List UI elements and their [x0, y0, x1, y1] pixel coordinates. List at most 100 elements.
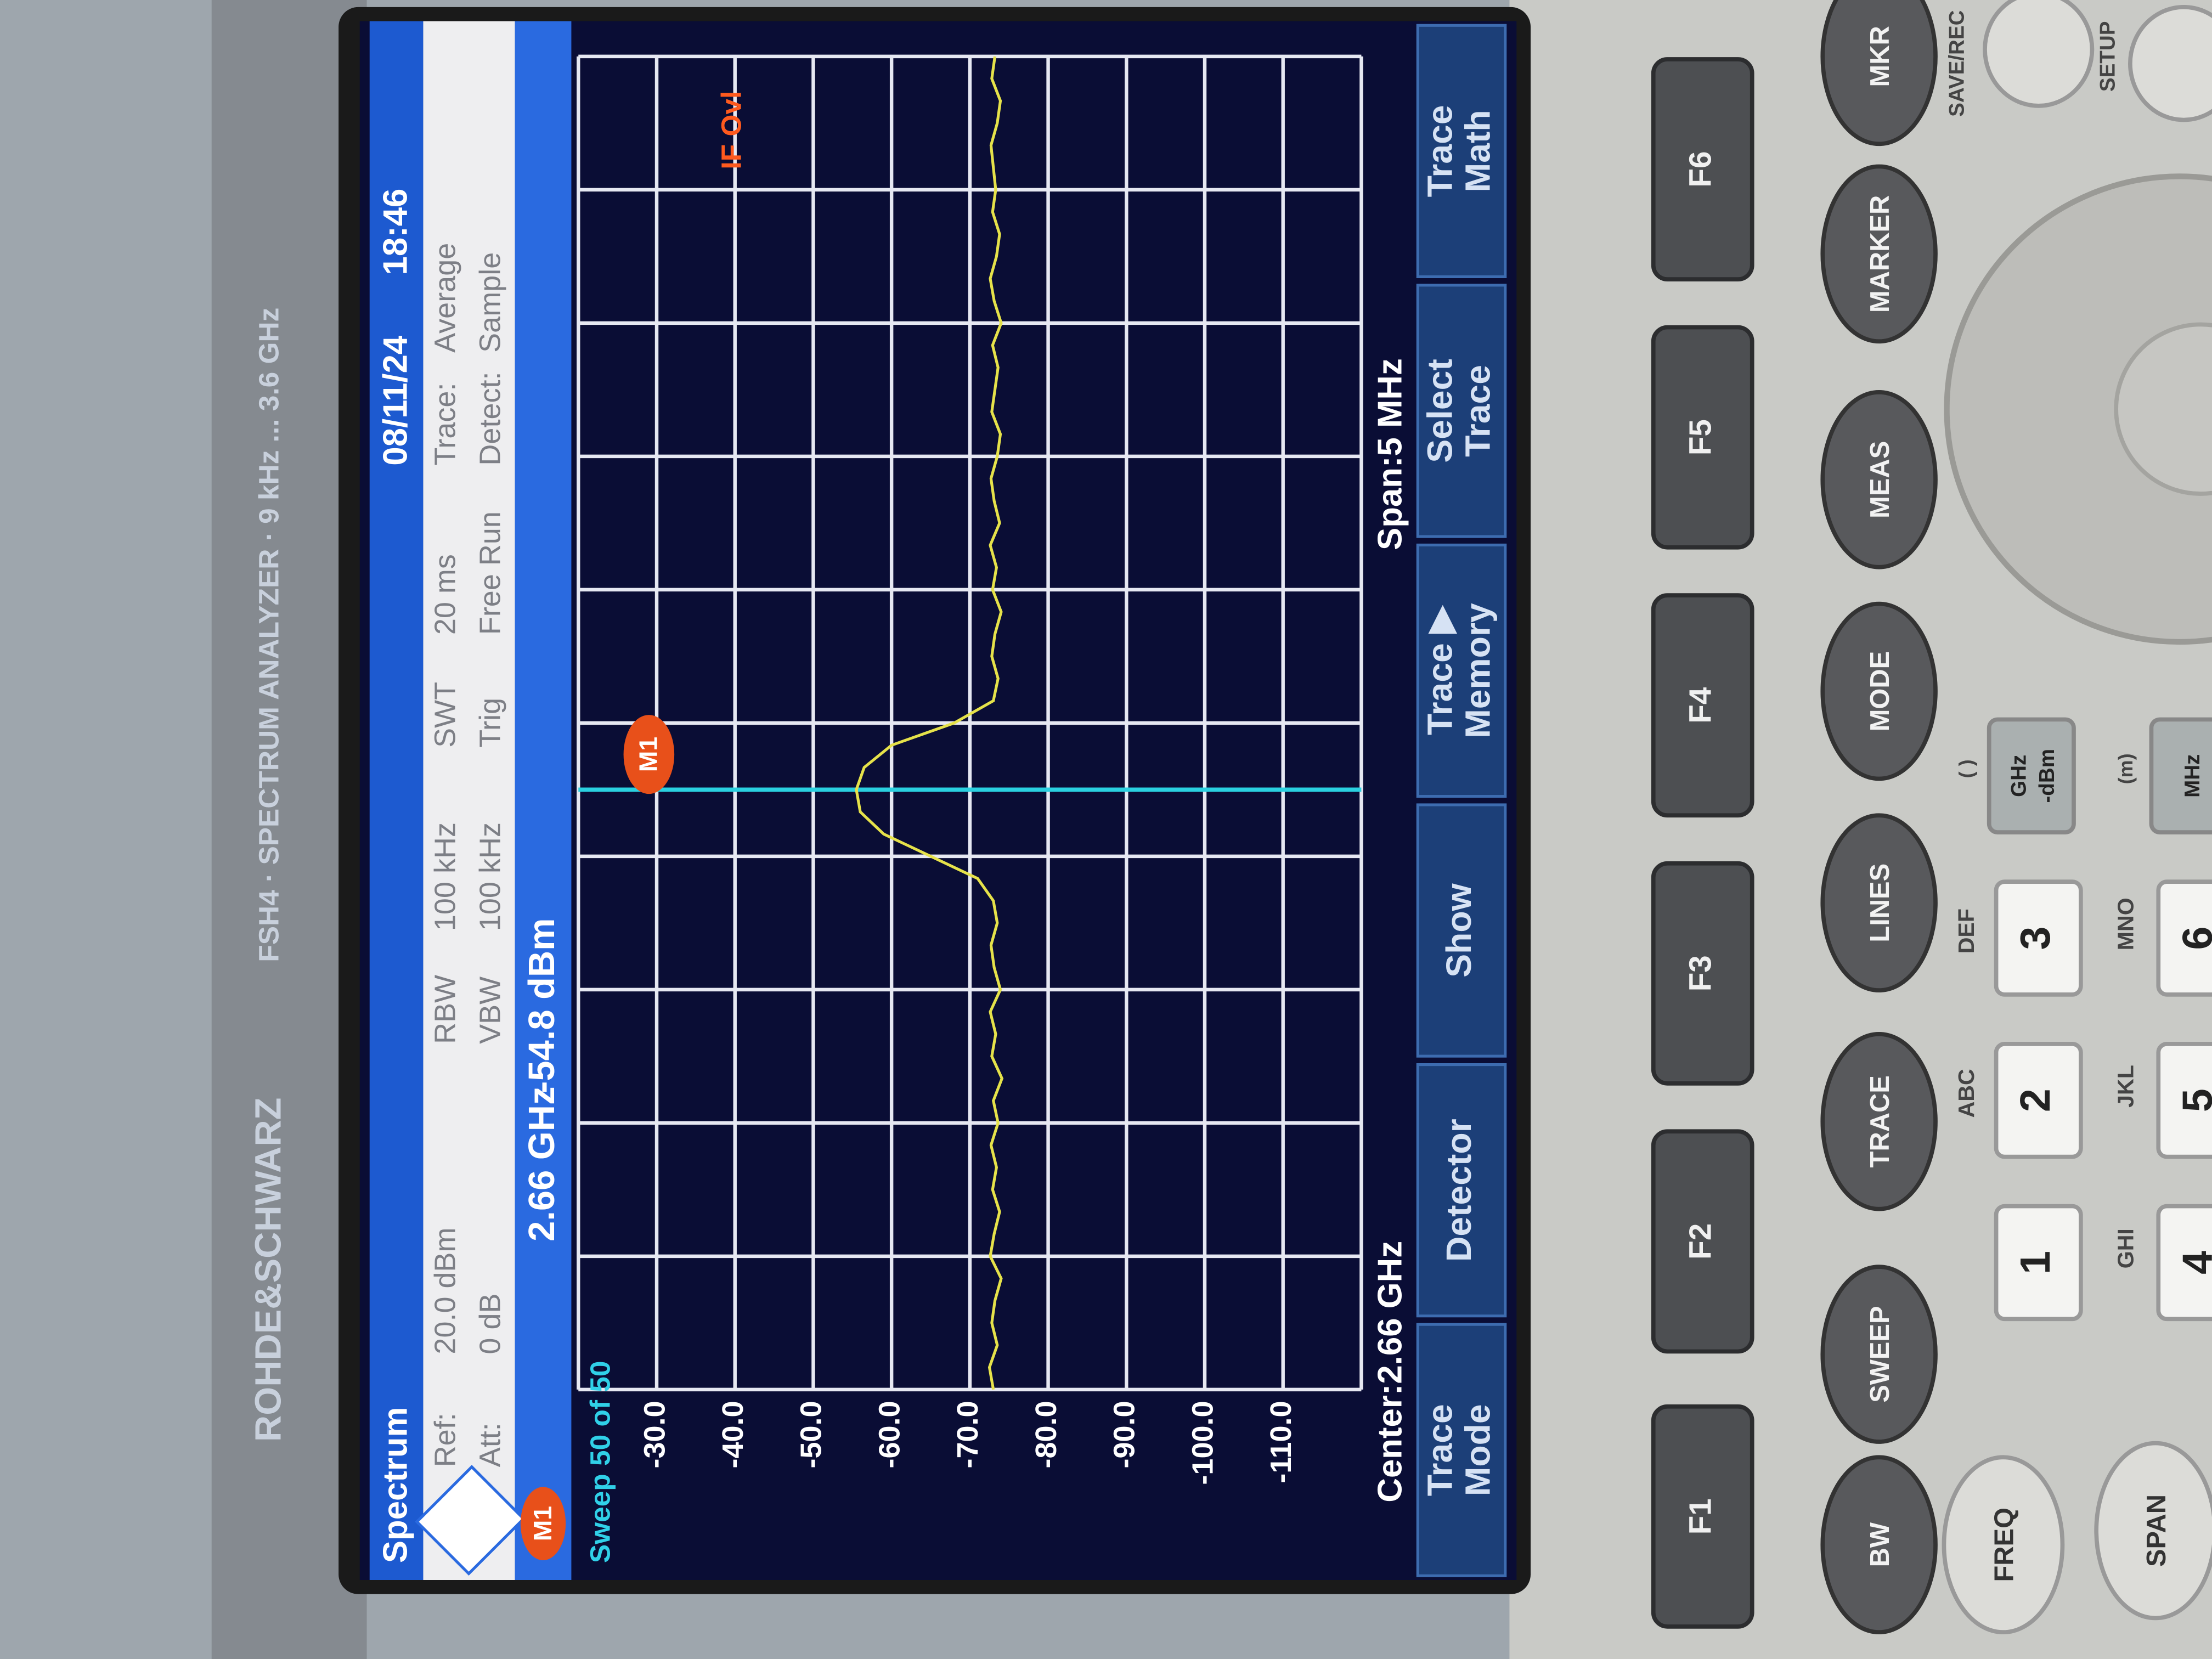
number-key[interactable]	[2156, 1042, 2212, 1159]
screen-background	[359, 21, 1517, 1580]
round-key[interactable]	[1820, 0, 1938, 146]
softkey[interactable]	[1416, 1063, 1507, 1318]
softkey-label: Trace	[1420, 105, 1459, 197]
panel-label: GHI	[2113, 1228, 2138, 1268]
logo	[415, 1465, 526, 1576]
key-label: SPAN	[2142, 1494, 2171, 1567]
key-label: MEAS	[1865, 441, 1895, 518]
screen: Spectrum 08/11/24 18:46 Ref: 20.0 dBm RBW 100 …	[359, 21, 1517, 1580]
key-label: GHz	[2007, 755, 2030, 797]
freq-key[interactable]	[1942, 1455, 2065, 1634]
setting: 20 ms	[428, 554, 461, 635]
key-label: MODE	[1865, 651, 1895, 732]
setting: 0 dB	[474, 1293, 507, 1354]
y-tick-label: -40.0	[716, 1401, 749, 1468]
setting: Detect:	[474, 371, 507, 465]
marker-frequency: 2.66 GHz	[521, 1086, 562, 1241]
key-label: 6	[2174, 927, 2212, 950]
time: 18:46	[376, 189, 414, 275]
y-tick-label: -30.0	[638, 1401, 671, 1468]
setting: VBW	[474, 977, 507, 1044]
number-key[interactable]	[1994, 1042, 2083, 1159]
softkey[interactable]	[1416, 24, 1507, 279]
key-label: F6	[1683, 151, 1718, 188]
y-tick-label: -100.0	[1186, 1401, 1219, 1485]
softkey[interactable]	[1416, 803, 1507, 1058]
panel-label: DEF	[1954, 909, 1979, 953]
key-label: 3	[2012, 927, 2059, 950]
key-label: TRACE	[1865, 1075, 1895, 1167]
rotary-knob[interactable]	[1944, 173, 2212, 645]
softkey-label: Detector	[1439, 1119, 1479, 1262]
unit-key[interactable]	[2149, 717, 2212, 834]
unit-key[interactable]	[1987, 717, 2076, 835]
y-tick-label: -110.0	[1265, 1401, 1297, 1483]
softkey[interactable]	[1416, 543, 1507, 798]
number-key[interactable]	[1994, 1204, 2083, 1322]
setting: Att:	[474, 1423, 507, 1467]
softkey-label: Memory	[1458, 603, 1498, 738]
panel-label: (m)	[2114, 753, 2137, 784]
key-label: FREQ	[1989, 1508, 2019, 1582]
panel-label: MNO	[2113, 898, 2138, 950]
softkey[interactable]	[1416, 1323, 1507, 1577]
round-key[interactable]	[1820, 601, 1938, 781]
number-key[interactable]	[2156, 1204, 2212, 1322]
softkey-label: Mode	[1458, 1404, 1498, 1496]
number-key[interactable]	[1994, 879, 2083, 997]
panel-label: SAVE/REC	[1945, 10, 1968, 117]
y-tick-label: -50.0	[795, 1401, 828, 1468]
center-frequency: Center:2.66 GHz	[1371, 1241, 1409, 1503]
sweep-status: Sweep 50 of 50	[584, 1361, 616, 1564]
key-label: F4	[1683, 687, 1718, 724]
span: Span:5 MHz	[1371, 358, 1409, 550]
save-key[interactable]	[1983, 0, 2095, 108]
key-label: F1	[1683, 1498, 1718, 1534]
round-key[interactable]	[1820, 390, 1938, 569]
function-key[interactable]	[1651, 57, 1754, 281]
y-tick-label: -90.0	[1108, 1401, 1141, 1468]
setting: Trace:	[428, 383, 461, 466]
marker-level: -54.8 dBm	[521, 918, 562, 1093]
key-label: F3	[1683, 955, 1718, 991]
key-label: F2	[1683, 1223, 1718, 1260]
knob-center[interactable]	[2114, 322, 2212, 496]
round-key[interactable]	[1820, 1455, 1938, 1634]
softkey-label: Select	[1420, 359, 1459, 462]
setting: 20.0 dBm	[428, 1227, 461, 1354]
setting: SWT	[428, 682, 461, 748]
screen-title: Spectrum	[376, 1407, 414, 1564]
function-key[interactable]	[1651, 861, 1754, 1086]
round-key[interactable]	[1820, 1265, 1938, 1444]
function-key[interactable]	[1651, 325, 1754, 550]
setting: Ref:	[428, 1413, 461, 1467]
panel-label: ABC	[1954, 1069, 1979, 1118]
panel-label: ( )	[1955, 759, 1978, 778]
y-tick-label: -80.0	[1030, 1401, 1063, 1468]
function-key[interactable]	[1651, 593, 1754, 818]
span-key[interactable]	[2094, 1441, 2212, 1621]
round-key[interactable]	[1820, 813, 1938, 992]
model: FSH4 · SPECTRUM ANALYZER · 9 kHz ... 3.6…	[252, 308, 284, 962]
round-key[interactable]	[1820, 1032, 1938, 1211]
title-bar	[369, 21, 424, 1580]
key-label: MARKER	[1865, 195, 1895, 313]
round-key[interactable]	[1820, 164, 1938, 344]
number-key[interactable]	[2156, 879, 2212, 997]
brand: ROHDE&SCHWARZ	[247, 1097, 289, 1442]
softkey[interactable]	[1416, 284, 1507, 538]
softkey-label: Trace ▶	[1420, 605, 1459, 735]
setting: Free Run	[474, 511, 507, 635]
setup-key[interactable]	[2128, 5, 2212, 122]
softkey-label: Show	[1439, 883, 1479, 977]
setting: Sample	[474, 252, 507, 353]
date: 08/11/24	[376, 336, 414, 466]
key-label: -dBm	[2035, 749, 2059, 803]
setting: Trig	[474, 698, 507, 748]
marker-bar	[515, 21, 572, 1580]
key-label: 4	[2174, 1251, 2212, 1274]
function-key[interactable]	[1651, 1129, 1754, 1354]
function-key[interactable]	[1651, 1404, 1754, 1629]
status: IF Ovl	[715, 91, 747, 170]
softkey-label: Trace	[1458, 365, 1498, 457]
